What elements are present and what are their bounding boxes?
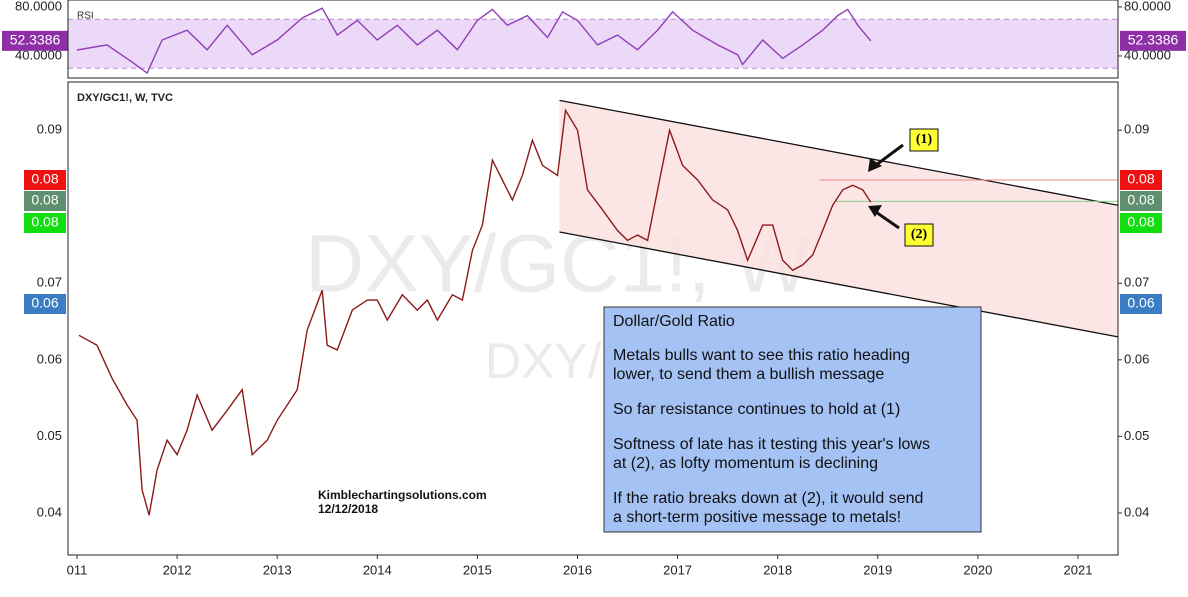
y-tick-label: 0.04 <box>1124 504 1149 519</box>
note-line: lower, to send them a bullish message <box>613 366 884 383</box>
panel-title: RSI <box>77 11 94 22</box>
price-tag-label: 0.08 <box>31 171 58 187</box>
x-tick-label: 2020 <box>963 562 992 577</box>
y-tick-label: 0.05 <box>37 428 62 443</box>
panel-frame <box>67 81 1119 556</box>
note-box <box>603 306 982 533</box>
channel-line <box>559 231 1119 338</box>
y-tick-label: 0.05 <box>1124 428 1149 443</box>
x-tick-label: 011 <box>67 562 88 577</box>
y-tick-label: 80.0000 <box>1124 0 1171 13</box>
note-line: a short-term positive message to metals! <box>613 509 901 526</box>
note-title: Dollar/Gold Ratio <box>613 313 735 330</box>
x-tick-label: 2015 <box>463 562 492 577</box>
note-line: at (2), as lofty momentum is declining <box>613 455 878 472</box>
annotation-label: (2) <box>911 227 928 242</box>
note-line: So far resistance continues to hold at (… <box>613 401 900 418</box>
last-value-tag <box>1120 30 1186 51</box>
y-tick-label: 40.0000 <box>1124 47 1171 62</box>
x-tick-label: 2016 <box>563 562 592 577</box>
y-tick-label: 40.0000 <box>15 47 62 62</box>
price-tag <box>1120 294 1162 314</box>
data-line <box>78 108 872 516</box>
data-line <box>76 7 872 75</box>
annotation-label: (1) <box>916 132 933 147</box>
channel-fill <box>559 100 1118 337</box>
y-tick-label: 80.0000 <box>15 0 62 13</box>
annotation-box <box>904 223 934 247</box>
price-tag <box>1120 191 1162 211</box>
price-tag <box>24 213 66 233</box>
arrow-head <box>868 158 882 172</box>
price-tag-label: 0.08 <box>1127 214 1154 230</box>
price-tag <box>1120 213 1162 233</box>
y-tick-label: 0.07 <box>1124 275 1149 290</box>
y-tick-label: 0.06 <box>37 351 62 366</box>
credit: 12/12/2018 <box>318 502 378 516</box>
last-value-label: 52.3386 <box>1128 32 1179 48</box>
panel-frame <box>67 0 1119 79</box>
x-tick-label: 2012 <box>163 562 192 577</box>
price-tag-label: 0.08 <box>1127 192 1154 208</box>
price-tag-label: 0.06 <box>31 295 58 311</box>
note-line: Metals bulls want to see this ratio head… <box>613 347 910 364</box>
y-tick-label: 0.06 <box>1124 351 1149 366</box>
channel-line <box>559 99 1119 206</box>
y-tick-label: 0.07 <box>37 275 62 290</box>
last-value-tag <box>2 30 68 51</box>
price-tag-label: 0.06 <box>1127 295 1154 311</box>
panel-title: DXY/GC1!, W, TVC <box>77 92 173 104</box>
credit: Kimblechartingsolutions.com <box>318 488 487 502</box>
x-tick-label: 2021 <box>1064 562 1093 577</box>
last-value-label: 52.3386 <box>10 32 61 48</box>
price-tag-label: 0.08 <box>31 214 58 230</box>
x-tick-label: 2013 <box>263 562 292 577</box>
y-tick-label: 0.04 <box>37 504 62 519</box>
y-tick-label: 0.09 <box>1124 122 1149 137</box>
price-tag-label: 0.08 <box>1127 171 1154 187</box>
price-tag <box>1120 170 1162 190</box>
arrow-head <box>868 205 882 217</box>
x-tick-label: 2018 <box>763 562 792 577</box>
note-line: Softness of late has it testing this yea… <box>613 436 930 453</box>
x-tick-label: 2019 <box>863 562 892 577</box>
price-tag <box>24 294 66 314</box>
price-tag <box>24 170 66 190</box>
price-tag-label: 0.08 <box>31 192 58 208</box>
x-tick-label: 2014 <box>363 562 392 577</box>
annotation-box <box>909 128 939 152</box>
x-tick-label: 2017 <box>663 562 692 577</box>
price-tag <box>24 191 66 211</box>
note-line: If the ratio breaks down at (2), it woul… <box>613 490 923 507</box>
y-tick-label: 0.09 <box>37 122 62 137</box>
